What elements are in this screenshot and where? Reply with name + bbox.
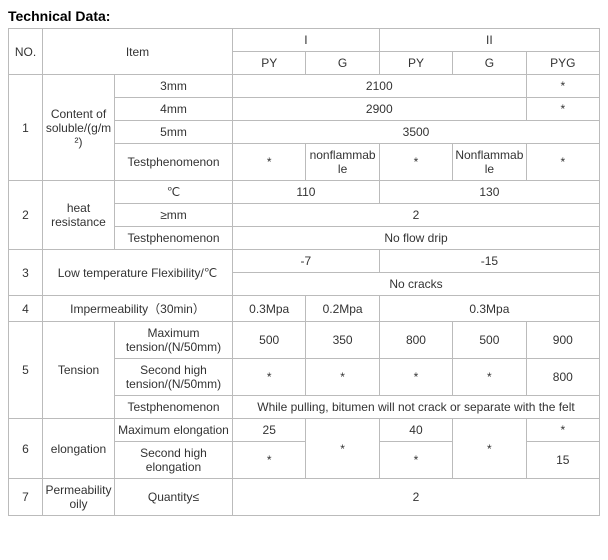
row5a-v4: 500 bbox=[453, 322, 526, 359]
row4-v345: 0.3Mpa bbox=[379, 296, 599, 322]
row5a-v5: 900 bbox=[526, 322, 599, 359]
header-ii-g: G bbox=[453, 52, 526, 75]
row5-category: Tension bbox=[43, 322, 115, 419]
header-group-2: II bbox=[379, 29, 599, 52]
row4-category: Impermeability（30min） bbox=[43, 296, 233, 322]
row5b-v3: * bbox=[379, 359, 452, 396]
row3a-v345: -15 bbox=[379, 250, 599, 273]
row2a-v345: 130 bbox=[379, 181, 599, 204]
row6-no: 6 bbox=[9, 419, 43, 479]
row5b-v4: * bbox=[453, 359, 526, 396]
row6a-label: Maximum elongation bbox=[115, 419, 233, 442]
row6b-label: Second high elongation bbox=[115, 442, 233, 479]
row2c-label: Testphenomenon bbox=[115, 227, 233, 250]
row4-v2: 0.2Mpa bbox=[306, 296, 379, 322]
row1d-label: Testphenomenon bbox=[115, 144, 233, 181]
row3b-value: No cracks bbox=[233, 273, 600, 296]
row6a-v3: 40 bbox=[379, 419, 452, 442]
row2a-label: ℃ bbox=[115, 181, 233, 204]
row1d-v3: * bbox=[379, 144, 452, 181]
row1d-v2: nonflammable bbox=[306, 144, 379, 181]
row5a-label: Maximum tension/(N/50mm) bbox=[115, 322, 233, 359]
row1-no: 1 bbox=[9, 75, 43, 181]
header-ii-py: PY bbox=[379, 52, 452, 75]
row1d-v5: * bbox=[526, 144, 599, 181]
row6-shared-v2: * bbox=[306, 419, 379, 479]
row4-no: 4 bbox=[9, 296, 43, 322]
row1b-last: * bbox=[526, 98, 599, 121]
header-group-1: I bbox=[233, 29, 380, 52]
row2-no: 2 bbox=[9, 181, 43, 250]
row2c-value: No flow drip bbox=[233, 227, 600, 250]
row5b-v1: * bbox=[233, 359, 306, 396]
row6b-v3: * bbox=[379, 442, 452, 479]
header-ii-pyg: PYG bbox=[526, 52, 599, 75]
row6-category: elongation bbox=[43, 419, 115, 479]
row1d-v4: Nonflammable bbox=[453, 144, 526, 181]
row1d-v1: * bbox=[233, 144, 306, 181]
row3a-v12: -7 bbox=[233, 250, 380, 273]
row1b-value: 2900 bbox=[233, 98, 527, 121]
row6a-v5: * bbox=[526, 419, 599, 442]
row5b-v5: 800 bbox=[526, 359, 599, 396]
row5b-v2: * bbox=[306, 359, 379, 396]
row1a-label: 3mm bbox=[115, 75, 233, 98]
row5-no: 5 bbox=[9, 322, 43, 419]
row6a-v1: 25 bbox=[233, 419, 306, 442]
row7-value: 2 bbox=[233, 479, 600, 516]
row6b-v1: * bbox=[233, 442, 306, 479]
header-i-py: PY bbox=[233, 52, 306, 75]
section-title: Technical Data: bbox=[8, 8, 600, 24]
row5a-v2: 350 bbox=[306, 322, 379, 359]
row1-category: Content of soluble/(g/m²) bbox=[43, 75, 115, 181]
header-item: Item bbox=[43, 29, 233, 75]
row5c-label: Testphenomenon bbox=[115, 396, 233, 419]
row3-category: Low temperature Flexibility/℃ bbox=[43, 250, 233, 296]
row5a-v3: 800 bbox=[379, 322, 452, 359]
row2a-v12: 110 bbox=[233, 181, 380, 204]
row1b-label: 4mm bbox=[115, 98, 233, 121]
row6-shared-v4: * bbox=[453, 419, 526, 479]
row1c-label: 5mm bbox=[115, 121, 233, 144]
row7-no: 7 bbox=[9, 479, 43, 516]
row5a-v1: 500 bbox=[233, 322, 306, 359]
row5c-value: While pulling, bitumen will not crack or… bbox=[233, 396, 600, 419]
header-i-g: G bbox=[306, 52, 379, 75]
row5b-label: Second high tension/(N/50mm) bbox=[115, 359, 233, 396]
row1a-value: 2100 bbox=[233, 75, 527, 98]
technical-data-table: NO. Item I II PY G PY G PYG 1 Content of… bbox=[8, 28, 600, 516]
header-no: NO. bbox=[9, 29, 43, 75]
row1c-value: 3500 bbox=[233, 121, 600, 144]
row2b-label: ≥mm bbox=[115, 204, 233, 227]
row7-category: Permeability oily bbox=[43, 479, 115, 516]
row3-no: 3 bbox=[9, 250, 43, 296]
row2-category: heat resistance bbox=[43, 181, 115, 250]
row4-v1: 0.3Mpa bbox=[233, 296, 306, 322]
row2b-value: 2 bbox=[233, 204, 600, 227]
row6b-v5: 15 bbox=[526, 442, 599, 479]
row1a-last: * bbox=[526, 75, 599, 98]
row7-label: Quantity≤ bbox=[115, 479, 233, 516]
